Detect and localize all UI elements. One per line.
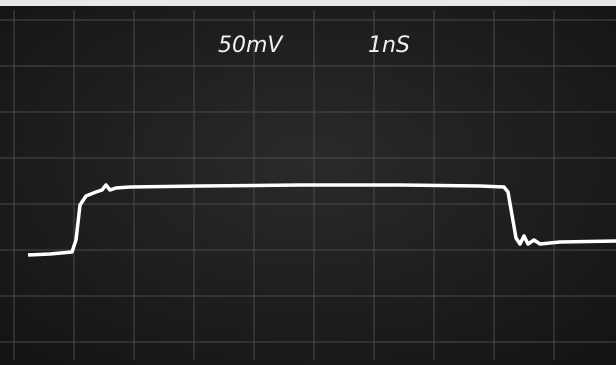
graticule	[0, 10, 616, 360]
time-per-div: 1nS	[368, 33, 410, 58]
volts-per-div: 50mV	[218, 33, 284, 58]
top-edge	[0, 0, 616, 6]
waveform-trace	[27, 183, 616, 257]
